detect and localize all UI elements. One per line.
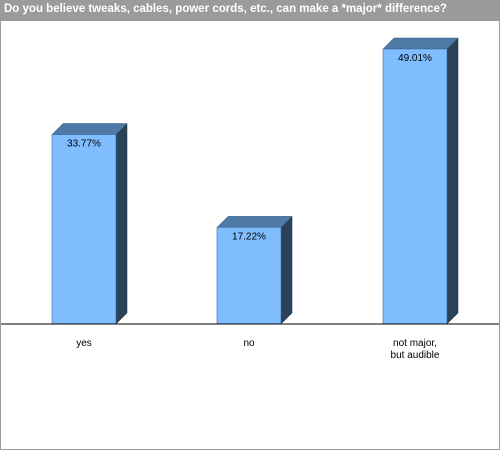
bar-side-face <box>280 215 293 325</box>
bar-3 <box>382 37 459 325</box>
bar-1 <box>51 122 128 325</box>
category-label: not major, but audible <box>391 338 440 361</box>
bar-front-face <box>216 227 282 325</box>
labels-layer: 33.77% yes 17.22% no 49.01% not major, but aud… <box>67 53 440 361</box>
bar-2 <box>216 215 293 325</box>
chart-title: Do you believe tweaks, cables, power cor… <box>4 3 447 15</box>
category-label-line: but audible <box>391 350 440 361</box>
bar-side-face <box>446 37 459 325</box>
data-label: 33.77% <box>67 139 101 150</box>
bar-side-face <box>115 122 128 325</box>
data-label: 17.22% <box>232 231 266 242</box>
data-label: 49.01% <box>398 53 432 64</box>
category-label: yes <box>76 338 92 349</box>
bar-top-face <box>216 216 293 228</box>
bar-front-face <box>51 134 117 325</box>
category-label-line: yes <box>76 338 92 349</box>
category-label-line: no <box>243 338 255 349</box>
category-label-line: not major, <box>393 338 437 349</box>
category-label: no <box>243 338 255 349</box>
title-bar: Do you believe tweaks, cables, power cor… <box>0 0 500 21</box>
bar-front-face <box>382 48 448 325</box>
bar-top-face <box>51 123 128 135</box>
bars-layer <box>51 37 459 325</box>
bar-top-face <box>382 37 459 50</box>
